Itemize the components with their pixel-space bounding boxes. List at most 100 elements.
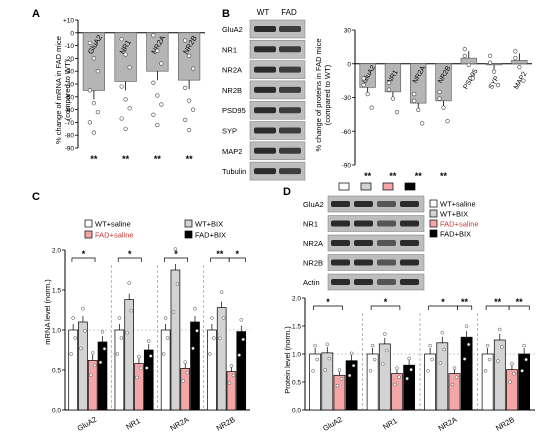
data-point xyxy=(407,356,411,361)
blot-band xyxy=(279,168,301,175)
legend-label: WT+BIX xyxy=(440,210,468,219)
data-point xyxy=(219,290,224,294)
significance-mark: ** xyxy=(154,154,162,164)
data-point xyxy=(349,351,354,356)
data-point xyxy=(487,357,492,362)
bar-nr1-3 xyxy=(143,349,154,411)
blot-band xyxy=(354,220,373,227)
data-point xyxy=(491,69,497,74)
data-point xyxy=(339,377,344,381)
bar-nr2a-2 xyxy=(180,368,191,411)
data-point xyxy=(454,375,459,379)
bar-nr2a-1 xyxy=(170,269,181,411)
data-point xyxy=(183,360,187,364)
significance-mark: ** xyxy=(186,154,194,164)
data-point xyxy=(183,117,188,122)
blot-band xyxy=(279,86,301,93)
bar-nr2b-0 xyxy=(481,353,494,411)
bar-nr2a-0 xyxy=(160,329,171,411)
bar-glua2-1 xyxy=(321,352,334,411)
data-point xyxy=(239,318,243,322)
data-point xyxy=(437,96,442,101)
data-point xyxy=(420,121,425,126)
data-point xyxy=(187,98,192,103)
significance-mark: ** xyxy=(90,154,98,164)
bar-nr1-0 xyxy=(114,329,125,411)
blot-band xyxy=(279,147,301,154)
category-label: NR2B xyxy=(215,415,237,433)
data-point xyxy=(100,330,105,334)
data-point xyxy=(91,101,96,106)
data-point xyxy=(521,78,526,83)
blot-band xyxy=(354,279,373,285)
significance-mark: ** xyxy=(364,171,372,181)
legend-label: WT+saline xyxy=(440,200,476,209)
data-point xyxy=(520,369,524,373)
significance-bracket xyxy=(71,257,96,262)
blot-band xyxy=(254,86,276,93)
data-point xyxy=(117,316,122,320)
data-point xyxy=(148,354,153,358)
data-point xyxy=(231,373,236,378)
blot-band xyxy=(377,259,396,266)
blot-strip xyxy=(249,60,306,79)
significance-mark: * xyxy=(82,249,86,259)
significance-mark: ** xyxy=(440,171,448,181)
blot-strip xyxy=(249,100,306,120)
bar-nr2b-3 xyxy=(518,353,530,411)
lane-swatch xyxy=(382,182,394,191)
bar-glua2-3 xyxy=(345,360,358,411)
blot-band xyxy=(279,46,301,53)
blot-band xyxy=(377,201,396,207)
blot-band xyxy=(377,240,396,246)
data-point xyxy=(139,366,143,370)
y-tick-label: -80 xyxy=(65,133,75,140)
blot-strip xyxy=(327,234,425,252)
legend-label: FAD+BIX xyxy=(195,231,226,240)
data-point xyxy=(123,97,128,102)
data-point xyxy=(95,69,100,74)
data-point xyxy=(129,308,133,313)
blot-label: NR1 xyxy=(222,45,237,54)
data-point xyxy=(191,107,196,112)
data-point xyxy=(135,375,139,380)
data-point xyxy=(155,93,160,98)
category-label: MAP2 xyxy=(513,71,529,91)
legend-swatch xyxy=(429,199,438,208)
significance-mark: * xyxy=(128,249,132,259)
y-tick-label: 0.5 xyxy=(52,368,61,375)
bar-glua2-2 xyxy=(87,360,98,411)
data-point xyxy=(450,382,455,387)
bar-nr2b-2 xyxy=(506,369,518,411)
data-point xyxy=(173,247,178,251)
data-point xyxy=(144,366,149,370)
blot-band xyxy=(377,279,396,285)
lane-swatch xyxy=(404,182,416,191)
significance-mark: ** xyxy=(389,171,397,181)
data-point xyxy=(462,47,467,52)
significance-bracket xyxy=(508,305,530,310)
bar-glua2-3 xyxy=(97,341,108,411)
panel-a-ylabel-line2: (compared to WT) xyxy=(63,59,72,120)
data-point xyxy=(428,343,432,348)
data-point xyxy=(323,368,328,372)
data-point xyxy=(452,366,457,370)
data-point xyxy=(193,307,197,311)
significance-bracket xyxy=(370,305,401,310)
bar-nr2a-1 xyxy=(436,342,449,411)
blot-band xyxy=(279,107,301,114)
data-point xyxy=(487,60,493,65)
data-point xyxy=(508,380,512,384)
y-tick-label: -90 xyxy=(342,163,352,170)
data-point xyxy=(395,366,399,370)
data-point xyxy=(416,107,421,112)
panel-d-letter: D xyxy=(283,186,291,198)
data-point xyxy=(496,359,500,363)
lane-swatch xyxy=(360,182,372,191)
bar-nr2a-3 xyxy=(190,321,200,411)
blot-label: NR2B xyxy=(222,86,242,95)
significance-mark: * xyxy=(174,249,178,259)
data-point xyxy=(385,348,389,353)
bar-glua2-2 xyxy=(333,374,346,411)
blot-strip xyxy=(249,80,306,100)
